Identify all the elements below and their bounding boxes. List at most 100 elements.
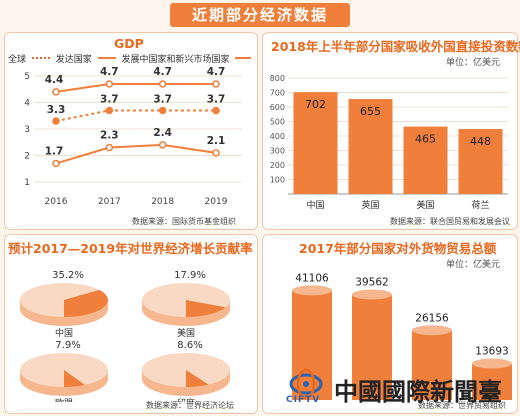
fdi-category-label: 中国 bbox=[306, 199, 324, 211]
contrib-chart: 35.2% 中国 17.9% 美国 7.9% 欧盟 8.6% 印度 bbox=[20, 270, 230, 402]
trade-bar bbox=[472, 363, 512, 400]
gdp-data-label: 4.7 bbox=[100, 66, 119, 78]
fdi-chart: 100 200 300 400 500 600 700 800 702 中国 655 英国 465 美国 4… bbox=[270, 74, 508, 211]
cgtn-logo: CIFTV 中國國際新聞臺 bbox=[282, 368, 518, 412]
pie-category-label: 中国 bbox=[55, 327, 73, 339]
trade-source: 数据来源：世界贸易组织 bbox=[418, 401, 506, 410]
trade-chart: 41106 39562 26156 13693 bbox=[292, 272, 512, 400]
pie-value-label: 35.2% bbox=[52, 270, 84, 281]
gdp-data-label: 4.7 bbox=[153, 66, 172, 78]
fdi-data-label: 448 bbox=[470, 135, 491, 148]
gdp-data-label: 3.7 bbox=[207, 93, 226, 105]
globe-logo-icon bbox=[289, 368, 323, 400]
gdp-ytick-label: 5 bbox=[24, 72, 30, 82]
fdi-ytick-label: 800 bbox=[270, 74, 285, 83]
gdp-chart: 1 2 3 4 5 2016 2017 2018 2019 3.3 3.7 3.7 3.7 1.7 2.3 2… bbox=[24, 66, 242, 207]
gdp-series-line-global bbox=[55, 109, 216, 123]
banner-bar bbox=[170, 3, 350, 27]
trade-bar-cap bbox=[472, 358, 512, 369]
gdp-data-label: 2.4 bbox=[153, 127, 172, 139]
fdi-category-label: 英国 bbox=[361, 199, 379, 211]
gdp-point-advanced bbox=[52, 159, 60, 168]
legend-advanced-line bbox=[97, 57, 116, 59]
gdp-point-emerging bbox=[52, 88, 60, 96]
fdi-ytick-label: 500 bbox=[270, 118, 285, 127]
legend-emerging: 发展中国家和新兴市场国家 bbox=[121, 55, 230, 65]
gdp-data-label: 4.7 bbox=[207, 66, 226, 78]
gdp-ytick-label: 1 bbox=[24, 178, 30, 188]
trade-data-label: 26156 bbox=[415, 312, 449, 324]
legend-global: 全球 bbox=[8, 55, 27, 65]
page-banner: 近期部分经济数据 bbox=[0, 0, 520, 30]
gdp-point-global bbox=[52, 117, 60, 125]
trade-title: 2017年部分国家对外货物贸易总额 bbox=[299, 241, 497, 256]
fdi-data-label: 655 bbox=[360, 105, 381, 118]
gdp-ytick-label: 4 bbox=[24, 99, 30, 109]
gdp-point-emerging bbox=[212, 80, 220, 88]
trade-data-label: 41106 bbox=[295, 272, 329, 284]
contrib-title: 预计2017—2019年对世界经济增长贡献率 bbox=[8, 241, 253, 256]
gdp-ytick-label: 2 bbox=[24, 152, 30, 162]
gdp-data-label: 3.7 bbox=[100, 93, 119, 105]
fdi-bar bbox=[348, 99, 393, 194]
trade-bar-cap bbox=[292, 285, 332, 296]
gdp-legend: 全球 发达国家 发展中国家和新兴市场国家 bbox=[8, 52, 252, 65]
gdp-series-line-emerging bbox=[55, 82, 216, 93]
pie-slice bbox=[64, 370, 85, 387]
gdp-xtick-label: 2017 bbox=[98, 197, 121, 207]
fdi-ytick-label: 600 bbox=[270, 103, 285, 112]
gdp-ytick-label: 3 bbox=[24, 125, 30, 135]
fdi-category-label: 荷兰 bbox=[471, 199, 489, 211]
trade-bar bbox=[412, 330, 452, 400]
gdp-point-advanced bbox=[105, 143, 114, 152]
pie-value-label: 17.9% bbox=[174, 270, 206, 281]
gdp-point-emerging bbox=[158, 80, 167, 88]
page-title: 近期部分经济数据 bbox=[191, 6, 328, 24]
trade-data-label: 13693 bbox=[475, 345, 508, 357]
gdp-data-label: 2.1 bbox=[207, 135, 226, 147]
logo-mark: CIFTV bbox=[286, 395, 321, 405]
fdi-ytick-label: 400 bbox=[270, 132, 285, 141]
gdp-data-label: 1.7 bbox=[45, 145, 64, 157]
fdi-source: 数据来源：联合国贸易和发展会议 bbox=[390, 217, 510, 226]
pie-category-label: 美国 bbox=[177, 327, 195, 339]
pie-category-label: 印度 bbox=[177, 397, 195, 402]
trade-bar-cap bbox=[352, 289, 392, 300]
fdi-title: 2018年上半年部分国家吸收外国直接投资数额 bbox=[271, 39, 520, 54]
gdp-data-label: 3.3 bbox=[47, 104, 66, 116]
fdi-ytick-label: 200 bbox=[270, 161, 285, 170]
gdp-xtick-label: 2018 bbox=[151, 197, 174, 207]
fdi-data-label: 465 bbox=[415, 133, 436, 146]
pie-value-label: 8.6% bbox=[177, 340, 202, 351]
logo-name: 中國國際新聞臺 bbox=[334, 378, 502, 406]
pie-slice bbox=[64, 289, 109, 317]
legend-emerging-line bbox=[235, 57, 252, 59]
gdp-panel bbox=[4, 32, 258, 230]
trade-unit: 单位：亿美元 bbox=[446, 260, 501, 270]
fdi-bar bbox=[458, 129, 503, 194]
gdp-point-global bbox=[105, 106, 114, 115]
gdp-point-global bbox=[212, 106, 220, 115]
fdi-ytick-label: 100 bbox=[270, 176, 285, 185]
gdp-data-label: 4.4 bbox=[45, 74, 64, 86]
gdp-xtick-label: 2016 bbox=[45, 197, 68, 207]
legend-global-line bbox=[31, 57, 50, 59]
gdp-data-label: 2.3 bbox=[100, 130, 119, 142]
gdp-point-advanced bbox=[158, 141, 167, 149]
gdp-point-emerging bbox=[105, 80, 114, 88]
pie-category-label: 欧盟 bbox=[55, 397, 73, 402]
pie-value-label: 7.9% bbox=[55, 340, 80, 351]
fdi-category-label: 美国 bbox=[416, 199, 434, 211]
gdp-point-advanced bbox=[212, 149, 220, 157]
trade-bar bbox=[352, 294, 392, 400]
pie-slice bbox=[186, 370, 209, 387]
gdp-xtick-label: 2019 bbox=[205, 197, 228, 207]
fdi-data-label: 702 bbox=[305, 98, 326, 111]
trade-data-label: 39562 bbox=[355, 277, 388, 289]
gdp-point-global bbox=[158, 106, 167, 115]
legend-advanced: 发达国家 bbox=[55, 55, 92, 65]
fdi-ytick-label: 300 bbox=[270, 147, 285, 156]
fdi-ytick-label: 700 bbox=[270, 89, 285, 98]
gdp-title: GDP bbox=[114, 36, 144, 51]
contrib-source: 数据来源：世界经济论坛 bbox=[146, 401, 234, 410]
